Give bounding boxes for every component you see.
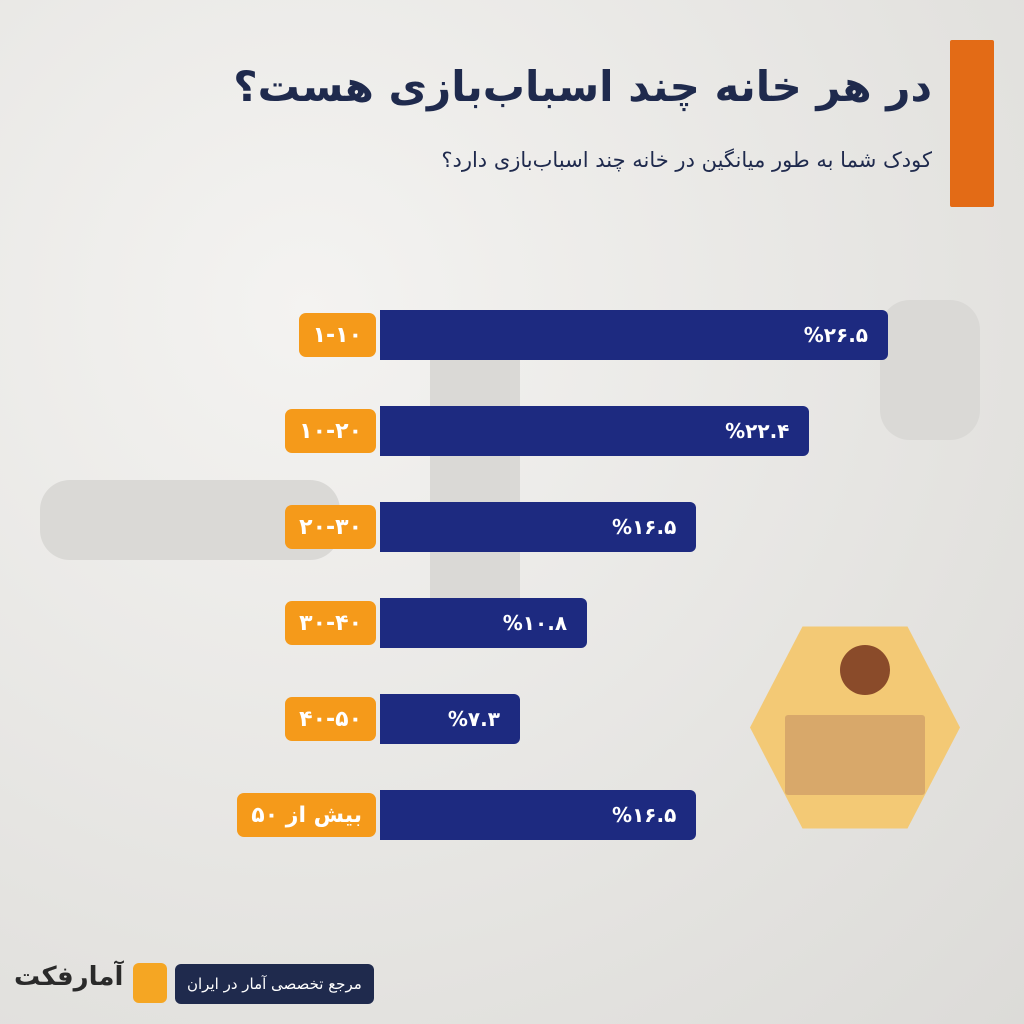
bar-value-label: %۲۶.۵ [803,323,868,347]
footer-tagline: مرجع تخصصی آمار در ایران [175,964,374,1004]
brand-logo-icon [133,963,167,1003]
category-label: ۱-۱۰ [298,313,376,357]
brand-logo: آمارفکت [14,962,124,992]
bar-value-label: %۲۲.۴ [725,419,790,443]
bar-value-label: %۱۶.۵ [612,803,677,827]
bar-value-label: %۱۰.۸ [502,611,568,635]
bar: %۷.۳ [380,694,520,744]
category-label: ۱۰-۲۰ [285,409,376,453]
bar: %۲۲.۴ [380,406,810,456]
bar: %۱۶.۵ [380,790,697,840]
category-label: بیش از ۵۰ [237,793,376,837]
bar: %۱۶.۵ [380,502,697,552]
toy-box-icon [785,715,925,795]
category-label: ۴۰-۵۰ [285,697,376,741]
accent-bar [950,40,994,207]
category-label: ۲۰-۳۰ [285,505,376,549]
teddy-bear-icon [840,645,890,695]
page-subtitle: کودک شما به طور میانگین در خانه چند اسبا… [441,148,932,172]
page-title: در هر خانه چند اسباب‌بازی هست؟ [233,62,932,111]
bar-value-label: %۷.۳ [447,707,500,731]
bar: %۱۰.۸ [380,598,588,648]
bar-value-label: %۱۶.۵ [612,515,677,539]
bar: %۲۶.۵ [380,310,888,360]
category-label: ۳۰-۴۰ [285,601,376,645]
